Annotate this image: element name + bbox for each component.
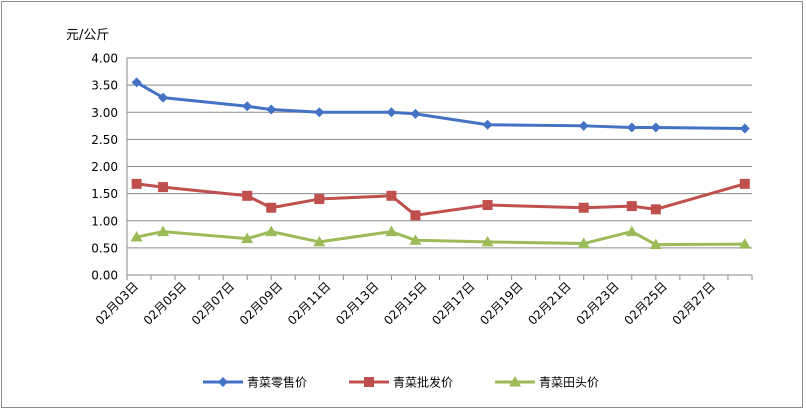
x-tick-label: 02月25日 bbox=[622, 279, 670, 327]
data-point bbox=[131, 178, 142, 189]
legend-item: 青菜零售价 bbox=[203, 375, 307, 390]
data-point bbox=[626, 201, 637, 212]
y-tick-label: 3.50 bbox=[91, 79, 118, 93]
data-point bbox=[266, 202, 277, 213]
y-axis-label: 元/公斤 bbox=[66, 28, 109, 43]
data-point bbox=[314, 107, 325, 118]
y-tick-label: 0.50 bbox=[91, 241, 118, 255]
data-point bbox=[385, 225, 398, 237]
data-point bbox=[738, 238, 751, 249]
x-axis-ticks: 02月03日 02月05日 02月07日 02月09日 02月11日 02月13日 02月1… bbox=[93, 275, 753, 328]
series-layer bbox=[130, 77, 751, 250]
legend-marker bbox=[364, 377, 374, 387]
y-tick-label: 1.00 bbox=[91, 214, 118, 228]
legend-label: 青菜田头价 bbox=[539, 376, 599, 390]
x-tick-label: 02月27日 bbox=[670, 279, 718, 327]
data-point bbox=[650, 204, 661, 215]
series-line bbox=[135, 81, 745, 131]
x-tick-label: 02月21日 bbox=[525, 279, 573, 327]
data-point bbox=[313, 235, 326, 247]
data-point bbox=[242, 101, 253, 112]
x-tick-label: 02月03日 bbox=[93, 279, 141, 327]
legend-item: 青菜田头价 bbox=[495, 376, 599, 390]
x-tick-label: 02月07日 bbox=[189, 279, 237, 327]
data-point bbox=[386, 190, 397, 201]
data-point bbox=[158, 182, 169, 193]
x-tick-label: 02月05日 bbox=[141, 279, 189, 327]
legend: 青菜零售价 青菜批发价 青菜田头价 bbox=[203, 375, 599, 390]
data-point bbox=[130, 231, 143, 242]
data-point bbox=[482, 200, 493, 211]
legend-marker bbox=[218, 377, 228, 387]
y-axis-ticks: 0.00 0.50 1.00 1.50 2.00 2.50 3.00 3.50 4.00 bbox=[91, 52, 118, 283]
data-point bbox=[626, 122, 637, 133]
data-point bbox=[265, 225, 278, 237]
data-point bbox=[386, 107, 397, 118]
legend-label: 青菜零售价 bbox=[247, 375, 307, 390]
y-tick-label: 2.50 bbox=[91, 133, 118, 147]
data-point bbox=[625, 225, 638, 237]
x-tick-label: 02月17日 bbox=[429, 279, 477, 327]
data-point bbox=[158, 92, 169, 103]
data-point bbox=[577, 237, 590, 249]
x-tick-label: 02月23日 bbox=[573, 279, 621, 327]
legend-item: 青菜批发价 bbox=[349, 375, 453, 390]
x-tick-label: 02月13日 bbox=[333, 279, 381, 327]
data-point bbox=[482, 119, 493, 130]
grid-lines bbox=[126, 57, 752, 276]
data-point bbox=[578, 202, 589, 213]
data-point bbox=[314, 194, 325, 205]
data-point bbox=[131, 77, 142, 88]
y-tick-label: 2.00 bbox=[91, 160, 118, 174]
data-point bbox=[739, 178, 750, 189]
data-point bbox=[409, 234, 422, 245]
y-tick-label: 4.00 bbox=[91, 52, 118, 66]
legend-marker bbox=[509, 376, 521, 387]
data-point bbox=[242, 190, 253, 201]
series-3 bbox=[130, 225, 751, 250]
data-point bbox=[578, 120, 589, 131]
data-point bbox=[410, 108, 421, 119]
data-point bbox=[739, 123, 750, 134]
data-point bbox=[481, 235, 494, 247]
data-point bbox=[241, 232, 254, 244]
y-tick-label: 3.00 bbox=[91, 106, 118, 120]
data-point bbox=[649, 238, 662, 250]
x-tick-label: 02月15日 bbox=[381, 279, 429, 327]
series-1 bbox=[131, 77, 750, 134]
legend-label: 青菜批发价 bbox=[393, 375, 453, 390]
y-tick-label: 0.00 bbox=[91, 269, 118, 283]
data-point bbox=[266, 104, 277, 115]
data-point bbox=[410, 210, 421, 221]
x-tick-label: 02月09日 bbox=[237, 279, 285, 327]
data-point bbox=[650, 122, 661, 133]
y-tick-label: 1.50 bbox=[91, 187, 118, 201]
series-2 bbox=[131, 178, 750, 221]
x-tick-label: 02月19日 bbox=[477, 279, 525, 327]
x-tick-label: 02月11日 bbox=[285, 279, 333, 327]
data-point bbox=[157, 225, 170, 237]
